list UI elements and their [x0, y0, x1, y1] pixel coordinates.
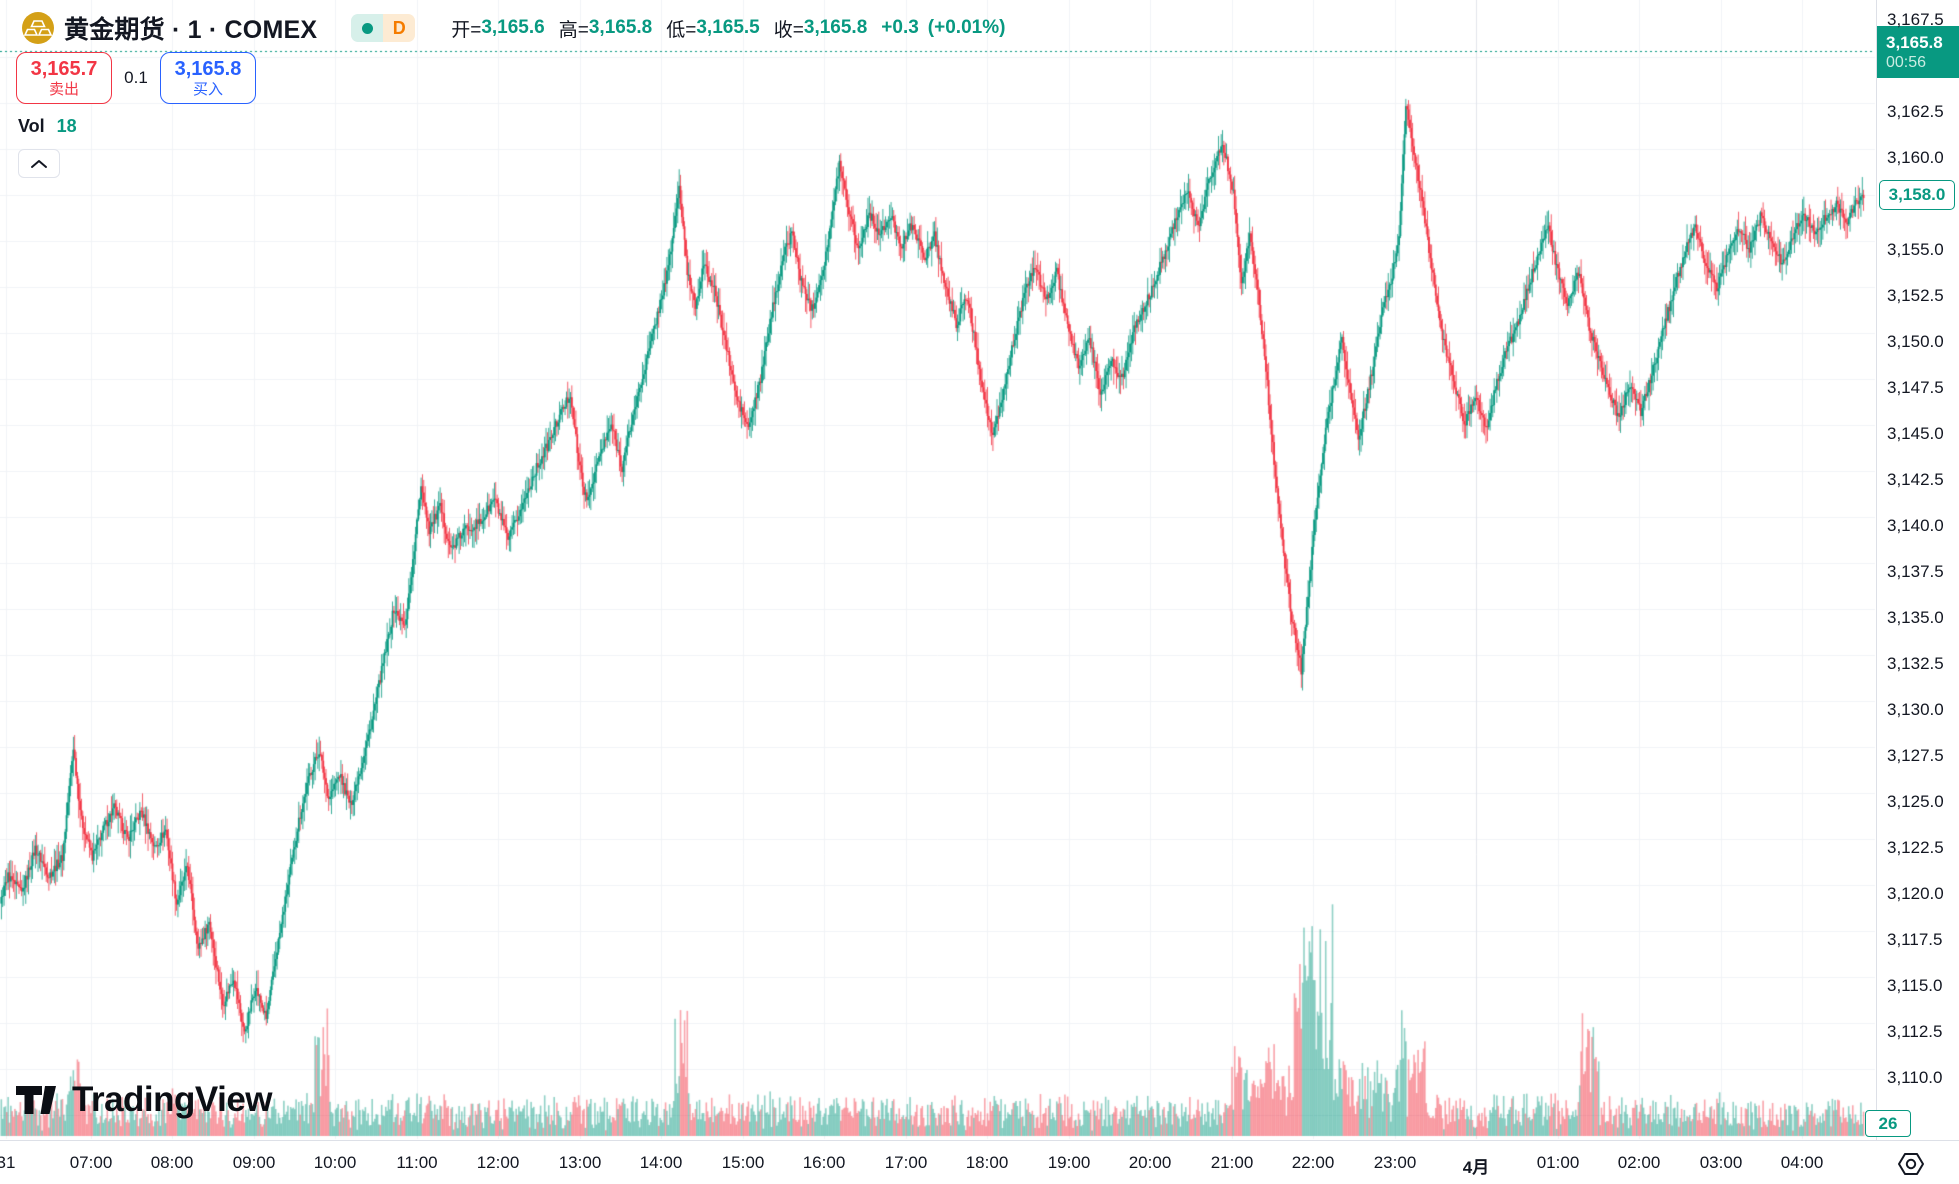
symbol-header: 黄金期货 · 1 · COMEX D 开= 3,165.6 高= 3,165.8…: [22, 10, 1014, 46]
time-axis-label: 09:00: [232, 1153, 276, 1172]
time-axis-label: 08:00: [150, 1153, 194, 1172]
time-axis-label: 31: [0, 1153, 16, 1172]
high-label: 高=: [558, 19, 589, 41]
close-label: 收=: [773, 19, 804, 41]
price-axis-label: 3,112.5: [1887, 1022, 1943, 1041]
delayed-data-badge[interactable]: D: [383, 14, 416, 42]
low-label: 低=: [666, 19, 697, 41]
buy-price: 3,165.8: [174, 57, 242, 80]
sell-label: 卖出: [48, 80, 79, 98]
sell-price: 3,165.7: [30, 57, 98, 80]
time-axis-label: 11:00: [396, 1153, 438, 1172]
time-axis-label: 16:00: [802, 1153, 846, 1172]
time-axis-settings-gear-icon[interactable]: [1896, 1149, 1926, 1179]
symbol-title[interactable]: 黄金期货 · 1 · COMEX: [64, 16, 318, 44]
price-axis-label: 3,152.5: [1887, 286, 1944, 305]
low-value: 3,165.5: [696, 17, 760, 38]
live-dot-icon: [361, 22, 373, 34]
ohlc-readout: 开= 3,165.6 高= 3,165.8 低= 3,165.5 收= 3,16…: [451, 15, 1014, 42]
price-axis-label: 3,110.0: [1887, 1068, 1943, 1087]
price-axis-label: 3,140.0: [1887, 516, 1944, 535]
volume-indicator-value: 18: [56, 116, 77, 136]
time-axis-label: 07:00: [69, 1153, 113, 1172]
time-axis-label: 10:00: [313, 1153, 357, 1172]
time-axis-label: 20:00: [1128, 1153, 1172, 1172]
change-value: +0.3: [881, 17, 919, 38]
time-axis-label: 21:00: [1210, 1153, 1254, 1172]
time-axis-label: 04:00: [1780, 1153, 1824, 1172]
bar-countdown: 00:56: [1886, 53, 1927, 71]
volume-indicator-legend[interactable]: Vol 18: [18, 116, 77, 137]
time-axis-label: 13:00: [558, 1153, 602, 1172]
time-axis-label: 15:00: [721, 1153, 765, 1172]
gold-symbol-icon: [22, 12, 54, 44]
time-axis-label: 01:00: [1536, 1153, 1580, 1172]
last-price-badge: 3,158.0: [1879, 180, 1955, 210]
price-axis-label: 3,117.5: [1887, 930, 1943, 949]
buy-button[interactable]: 3,165.8 买入: [160, 52, 256, 104]
current-price-value: 3,165.8: [1886, 32, 1943, 52]
price-axis-label: 3,167.5: [1887, 10, 1944, 29]
volume-indicator-name: Vol: [18, 116, 45, 136]
current-price-badge: 3,165.8 00:56: [1877, 26, 1959, 78]
price-axis-label: 3,115.0: [1887, 976, 1943, 995]
time-axis-label: 19:00: [1047, 1153, 1091, 1172]
market-open-indicator: [351, 14, 384, 42]
price-axis-label: 3,147.5: [1887, 378, 1944, 397]
last-volume-badge: 26: [1865, 1110, 1911, 1137]
time-axis-label: 12:00: [476, 1153, 520, 1172]
market-status-capsule[interactable]: D: [351, 14, 416, 42]
price-axis-label: 3,130.0: [1887, 700, 1944, 719]
price-axis-label: 3,122.5: [1887, 838, 1944, 857]
time-axis-label: 14:00: [639, 1153, 683, 1172]
chevron-up-icon: [31, 159, 47, 168]
time-axis-label: 18:00: [965, 1153, 1009, 1172]
price-axis-label: 3,125.0: [1887, 792, 1944, 811]
high-value: 3,165.8: [588, 17, 653, 38]
open-value: 3,165.6: [481, 17, 545, 38]
tradingview-logo-icon: [16, 1086, 56, 1114]
time-axis-label: 22:00: [1291, 1153, 1335, 1172]
buy-label: 买入: [192, 80, 223, 98]
price-axis-label: 3,155.0: [1887, 240, 1944, 259]
price-axis-label: 3,120.0: [1887, 884, 1944, 903]
price-axis-label: 3,162.5: [1887, 102, 1944, 121]
time-axis-label: 4月: [1462, 1158, 1490, 1177]
price-axis-label: 3,135.0: [1887, 608, 1944, 627]
sell-button[interactable]: 3,165.7 卖出: [16, 52, 112, 104]
open-label: 开=: [451, 19, 482, 41]
trade-panel: 3,165.7 卖出 0.1 3,165.8 买入: [16, 52, 256, 104]
change-percent: (+0.01%): [927, 17, 1006, 38]
price-axis-label: 3,160.0: [1887, 148, 1944, 167]
time-axis-label: 02:00: [1617, 1153, 1661, 1172]
tradingview-watermark: TradingView: [16, 1080, 273, 1120]
time-axis-label: 23:00: [1373, 1153, 1417, 1172]
price-axis-label: 3,150.0: [1887, 332, 1944, 351]
price-axis-label: 3,142.5: [1887, 470, 1944, 489]
time-axis[interactable]: 31 07:00 08:00 09:00 10:00 11:00 12:00 13:00 14:…: [0, 1140, 1959, 1184]
price-axis-label: 3,145.0: [1887, 424, 1944, 443]
close-value: 3,165.8: [803, 17, 868, 38]
pane-collapse-button[interactable]: [18, 149, 60, 178]
price-axis-label: 3,132.5: [1887, 654, 1944, 673]
time-axis-label: 17:00: [884, 1153, 928, 1172]
price-axis-label: 3,137.5: [1887, 562, 1944, 581]
price-axis[interactable]: 26 3,165.8 00:56 3,158.0 3,167.5 3,162.5 3…: [1865, 0, 1959, 1140]
time-axis-label: 03:00: [1699, 1153, 1743, 1172]
price-axis-label: 3,127.5: [1887, 746, 1944, 765]
spread-value: 0.1: [124, 68, 148, 87]
tradingview-logo-text: TradingView: [72, 1080, 273, 1119]
